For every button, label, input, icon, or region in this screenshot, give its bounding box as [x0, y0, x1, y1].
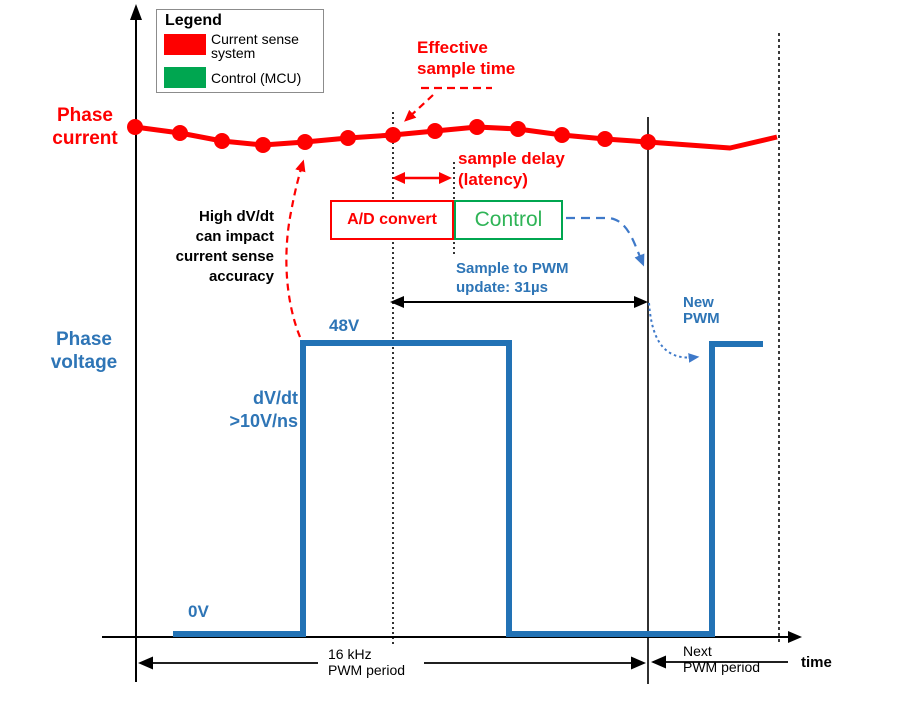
- next-period-label: Next PWM period: [683, 643, 761, 675]
- control-box: Control: [454, 200, 563, 240]
- legend-swatch-control: [164, 67, 206, 88]
- sample-to-pwm-arrow: [390, 296, 648, 308]
- high-dvdt-pointer: [285, 159, 306, 338]
- phase-voltage-waveform: [173, 340, 763, 637]
- time-axis-label: time: [801, 654, 832, 671]
- sample-to-pwm-label: Sample to PWM update: 31µs: [456, 260, 569, 296]
- effective-sample-pointer: [404, 86, 492, 122]
- phase-voltage-label: Phase voltage: [50, 329, 118, 373]
- low-level-label: 0V: [188, 602, 209, 621]
- effective-sample-time-label: Effective sample time: [417, 38, 516, 78]
- phase-current-label: Phase current: [52, 105, 118, 149]
- legend-label-control: Control (MCU): [211, 70, 302, 86]
- sample-delay-arrow: [392, 172, 452, 184]
- legend-swatch-current-sense: [164, 34, 206, 55]
- high-level-label: 48V: [329, 316, 360, 335]
- control-update-pointer: [566, 216, 645, 267]
- slew-rate-label: dV/dt >10V/ns: [229, 388, 298, 431]
- pwm-period-label: 16 kHz PWM period: [328, 646, 406, 678]
- high-dvdt-note: High dV/dt can impact current sense accu…: [175, 208, 274, 285]
- phase-current-waveform: [134, 124, 778, 151]
- legend: Legend Current sense system Control (MCU…: [156, 9, 324, 93]
- sample-delay-label: sample delay (latency): [458, 149, 565, 189]
- pwm-period-marker: [138, 656, 646, 670]
- next-period-marker: [651, 655, 788, 669]
- current-sample-dots: [127, 119, 656, 153]
- legend-title: Legend: [165, 12, 222, 29]
- ad-convert-box: A/D convert: [330, 200, 454, 240]
- legend-label-current-sense: Current sense system: [211, 31, 299, 61]
- new-pwm-label: New PWM: [683, 294, 720, 327]
